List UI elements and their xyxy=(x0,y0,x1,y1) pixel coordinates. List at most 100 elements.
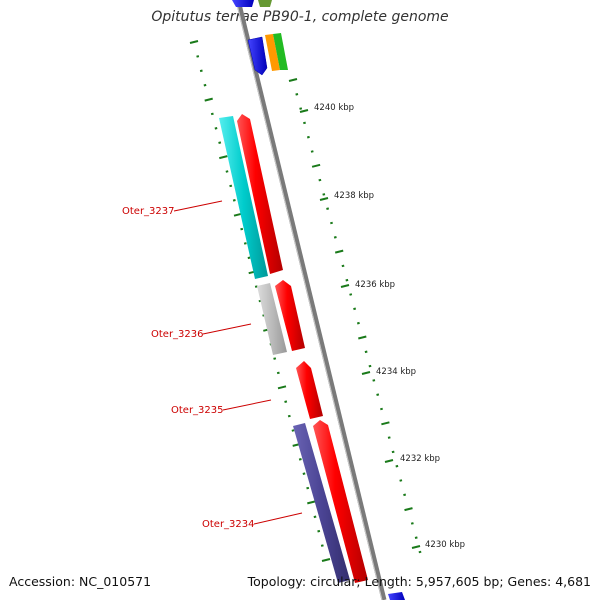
track-dash xyxy=(349,293,353,296)
track-dash xyxy=(203,83,207,87)
track-dash xyxy=(399,479,403,482)
track-dash xyxy=(341,264,345,268)
track-dash xyxy=(311,163,321,168)
tick-label: 4232 kbp xyxy=(400,454,440,464)
gene-label-text: Oter_3237 xyxy=(122,206,175,217)
gene-label-text: Oter_3236 xyxy=(151,329,204,340)
track-dash xyxy=(199,69,203,73)
track-dash xyxy=(247,256,251,260)
track-dash xyxy=(391,450,395,454)
track-dash xyxy=(287,414,291,418)
track-dash xyxy=(214,127,218,130)
accession-label: Accession: NC_010571 xyxy=(9,574,152,589)
gene-block-blue xyxy=(247,36,268,76)
track-dash xyxy=(273,357,277,360)
track-dash xyxy=(229,184,233,188)
track-dash xyxy=(318,178,322,182)
track-dash xyxy=(232,199,236,202)
tick-4230: 4230 kbp xyxy=(411,540,465,550)
track-dash xyxy=(302,472,306,475)
track-dash xyxy=(418,550,422,554)
tick-label: 4238 kbp xyxy=(334,191,374,201)
cds-arrow-oter-3236 xyxy=(275,280,305,351)
track-dash xyxy=(313,515,317,519)
track-dash xyxy=(403,493,407,497)
gene-label-text: Oter_3234 xyxy=(202,519,255,530)
track-dash xyxy=(306,486,310,490)
track-dash xyxy=(310,150,314,153)
track-dash xyxy=(219,155,228,160)
tick-4232: 4232 kbp xyxy=(384,454,440,464)
gene-block-purple xyxy=(293,423,350,583)
cds-arrow-oter-3235 xyxy=(296,361,323,419)
track-dash xyxy=(210,112,214,116)
track-dash xyxy=(288,78,298,82)
track-dash xyxy=(277,385,287,390)
track-dash xyxy=(358,335,367,340)
track-dash xyxy=(218,141,222,144)
track-dash xyxy=(381,421,390,426)
track-dash xyxy=(333,236,337,239)
genome-summary: Topology: circular; Length: 5,957,605 bp… xyxy=(247,574,591,589)
track-dash xyxy=(387,436,391,439)
gene-label-oter-3237: Oter_3237 xyxy=(122,200,223,217)
bottom-fragment-blue xyxy=(388,592,405,600)
gene-label-oter-3234: Oter_3234 xyxy=(202,512,303,530)
track-dash xyxy=(368,364,372,368)
track-dash xyxy=(243,242,247,245)
track-dash xyxy=(295,93,299,96)
track-dash xyxy=(225,170,229,173)
gene-label-oter-3236: Oter_3236 xyxy=(151,323,252,340)
track-dash xyxy=(284,400,288,403)
cds-arrow-oter-3237 xyxy=(237,114,283,274)
track-dash xyxy=(303,121,306,125)
tick-4238: 4238 kbp xyxy=(319,191,374,201)
track-dash xyxy=(321,558,331,562)
cds-arrow-oter-3234 xyxy=(313,420,368,583)
track-dash xyxy=(356,321,360,325)
tick-label: 4230 kbp xyxy=(425,540,465,550)
genome-backbone xyxy=(235,0,387,600)
track-dash xyxy=(189,40,199,44)
track-dash xyxy=(240,227,244,231)
track-dash xyxy=(414,536,418,539)
gene-label-oter-3235: Oter_3235 xyxy=(171,399,272,416)
track-dash xyxy=(395,464,399,468)
track-dash xyxy=(345,278,349,282)
track-dash xyxy=(326,207,330,210)
top-fragment-blue xyxy=(232,0,254,7)
backbone-highlight xyxy=(235,0,383,600)
tick-label: 4240 kbp xyxy=(314,103,354,113)
track-dash xyxy=(317,529,321,533)
diagram-title: Opitutus terrae PB90-1, complete genome xyxy=(151,9,449,25)
track-dash xyxy=(364,350,368,354)
tick-4240: 4240 kbp xyxy=(299,103,354,113)
track-dash xyxy=(307,500,316,505)
tick-4236: 4236 kbp xyxy=(340,280,395,290)
track-dash xyxy=(372,379,376,382)
gene-block-cyan xyxy=(219,116,268,279)
gene-block-green xyxy=(273,33,288,70)
track-dash xyxy=(196,55,200,58)
track-dash xyxy=(334,249,344,254)
track-dash xyxy=(404,507,413,512)
track-dash xyxy=(410,522,414,525)
track-dash xyxy=(376,393,380,396)
gene-label-text: Oter_3235 xyxy=(171,405,224,416)
track-dash xyxy=(320,544,324,547)
outer-dotted-track xyxy=(288,78,422,554)
track-dash xyxy=(322,193,326,196)
gene-block-grey xyxy=(257,283,287,355)
track-dash xyxy=(298,458,302,461)
track-dash xyxy=(204,97,213,102)
track-dash xyxy=(306,135,310,139)
tick-label: 4236 kbp xyxy=(355,280,395,290)
track-dash xyxy=(380,407,383,411)
track-dash xyxy=(330,221,333,225)
gene-block-orange xyxy=(265,34,280,71)
track-dash xyxy=(299,107,303,110)
track-dash xyxy=(276,371,280,375)
tick-label: 4234 kbp xyxy=(376,367,416,377)
top-fragment-olive xyxy=(258,0,272,7)
